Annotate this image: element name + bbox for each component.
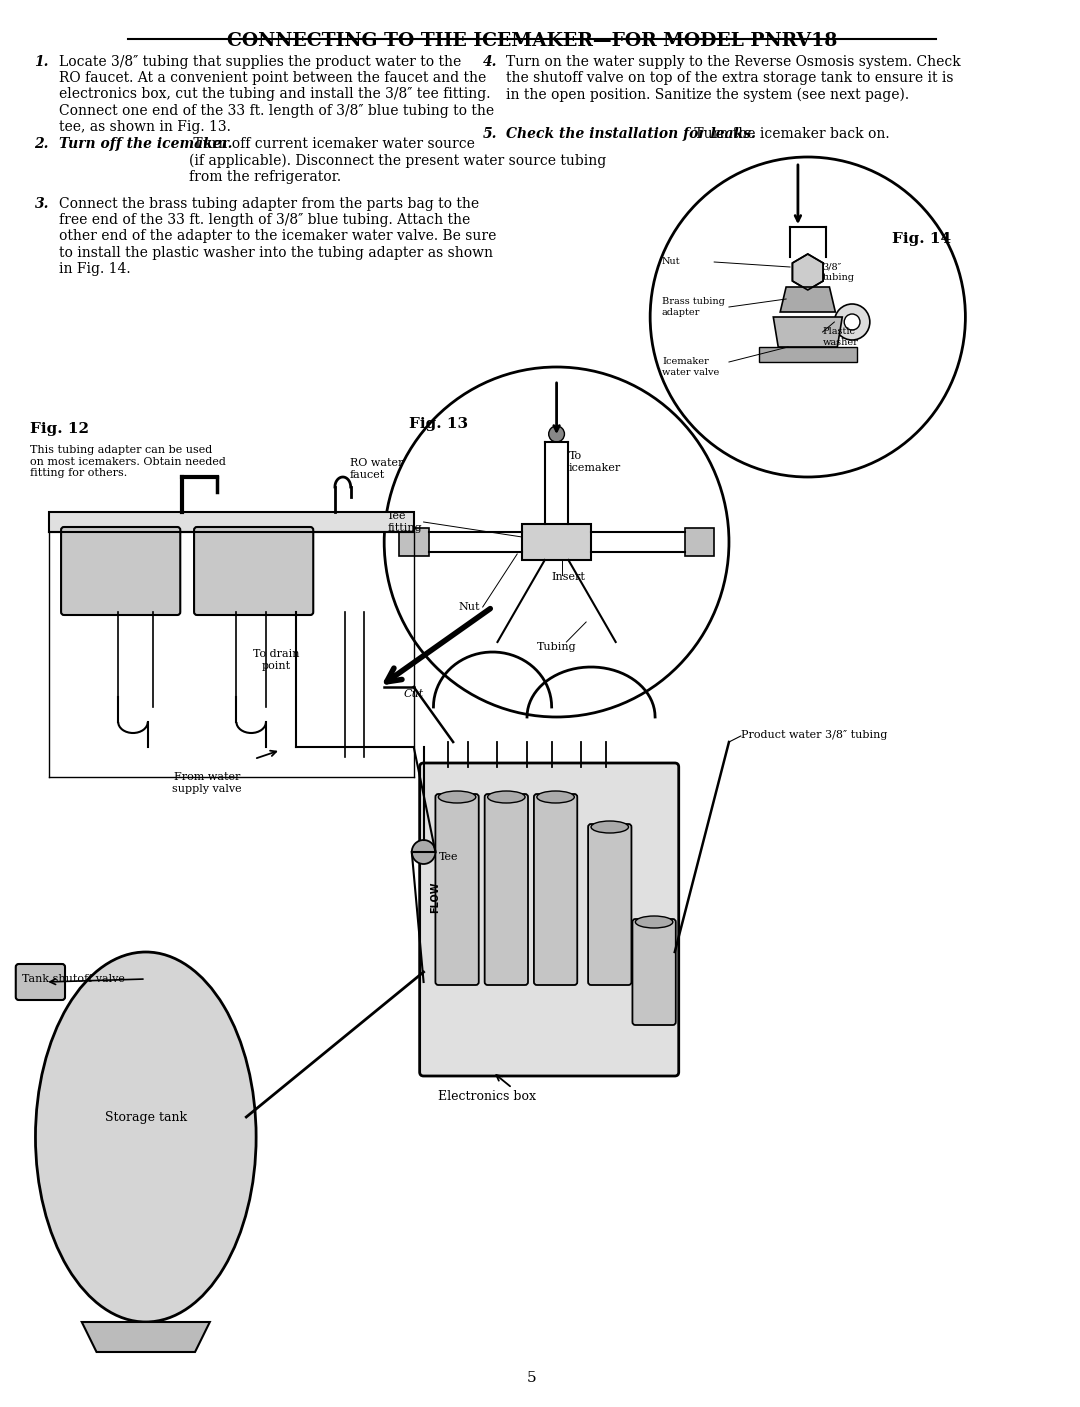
Circle shape: [549, 426, 565, 442]
FancyBboxPatch shape: [62, 528, 180, 615]
Polygon shape: [758, 348, 858, 362]
FancyBboxPatch shape: [420, 763, 678, 1076]
Ellipse shape: [36, 953, 256, 1323]
Text: Nut: Nut: [662, 257, 680, 266]
Polygon shape: [685, 528, 714, 556]
Text: Check the installation for leaks.: Check the installation for leaks.: [507, 127, 756, 141]
Text: 3.: 3.: [35, 197, 49, 211]
Text: To drain
point: To drain point: [253, 649, 299, 671]
Text: 3/8″
tubing: 3/8″ tubing: [823, 262, 854, 281]
Text: Product water 3/8″ tubing: Product water 3/8″ tubing: [741, 730, 887, 740]
Text: Tank shutoff valve: Tank shutoff valve: [22, 974, 124, 983]
Ellipse shape: [591, 822, 629, 833]
Text: CONNECTING TO THE ICEMAKER—FOR MODEL PNRV18: CONNECTING TO THE ICEMAKER—FOR MODEL PNR…: [227, 32, 837, 51]
FancyBboxPatch shape: [435, 794, 478, 985]
Text: Cut: Cut: [404, 689, 424, 699]
Text: Fig. 12: Fig. 12: [29, 422, 89, 436]
Text: Tee: Tee: [440, 853, 459, 862]
Polygon shape: [780, 287, 835, 312]
Circle shape: [845, 314, 860, 331]
Text: Insert: Insert: [552, 573, 585, 582]
Text: RO water
faucet: RO water faucet: [350, 459, 403, 480]
Text: This tubing adapter can be used
on most icemakers. Obtain needed
fitting for oth: This tubing adapter can be used on most …: [29, 445, 226, 478]
Polygon shape: [522, 523, 591, 560]
Circle shape: [411, 840, 435, 864]
Circle shape: [835, 304, 869, 340]
Text: Nut: Nut: [458, 602, 480, 612]
Text: Locate 3/8″ tubing that supplies the product water to the
RO faucet. At a conven: Locate 3/8″ tubing that supplies the pro…: [59, 55, 495, 134]
Text: To
icemaker: To icemaker: [568, 452, 621, 473]
Text: Plastic
washer: Plastic washer: [823, 328, 859, 346]
Ellipse shape: [488, 791, 525, 803]
Text: Turn on the water supply to the Reverse Osmosis system. Check
the shutoff valve : Turn on the water supply to the Reverse …: [507, 55, 961, 101]
Text: Connect the brass tubing adapter from the parts bag to the
free end of the 33 ft: Connect the brass tubing adapter from th…: [59, 197, 497, 276]
FancyBboxPatch shape: [534, 794, 578, 985]
Ellipse shape: [635, 916, 673, 929]
Text: 5: 5: [527, 1370, 537, 1384]
Text: Turn the icemaker back on.: Turn the icemaker back on.: [689, 127, 889, 141]
Text: Tee
fitting: Tee fitting: [387, 511, 422, 533]
FancyBboxPatch shape: [194, 528, 313, 615]
Text: Storage tank: Storage tank: [105, 1110, 187, 1124]
FancyBboxPatch shape: [633, 919, 676, 1026]
Text: Brass tubing
adapter: Brass tubing adapter: [662, 297, 725, 317]
Text: 4.: 4.: [483, 55, 497, 69]
Ellipse shape: [537, 791, 575, 803]
FancyBboxPatch shape: [485, 794, 528, 985]
Text: Icemaker
water valve: Icemaker water valve: [662, 357, 719, 377]
Text: Turn off the icemaker.: Turn off the icemaker.: [59, 136, 232, 151]
Polygon shape: [793, 255, 823, 290]
Text: FLOW: FLOW: [431, 881, 441, 913]
Text: Turn off current icemaker water source
(if applicable). Disconnect the present w: Turn off current icemaker water source (…: [189, 136, 606, 184]
Text: Tubing: Tubing: [537, 642, 577, 651]
Text: 1.: 1.: [35, 55, 49, 69]
Polygon shape: [50, 512, 414, 532]
FancyBboxPatch shape: [16, 964, 65, 1000]
Ellipse shape: [438, 791, 476, 803]
Text: 2.: 2.: [35, 136, 49, 151]
Text: 5.: 5.: [483, 127, 497, 141]
Polygon shape: [399, 528, 429, 556]
Polygon shape: [773, 317, 842, 348]
Text: Fig. 14: Fig. 14: [891, 232, 950, 246]
Text: From water
supply valve: From water supply valve: [172, 772, 242, 794]
Text: Electronics box: Electronics box: [438, 1090, 537, 1103]
Text: Fig. 13: Fig. 13: [409, 416, 468, 431]
FancyBboxPatch shape: [589, 825, 632, 985]
Polygon shape: [82, 1323, 210, 1352]
